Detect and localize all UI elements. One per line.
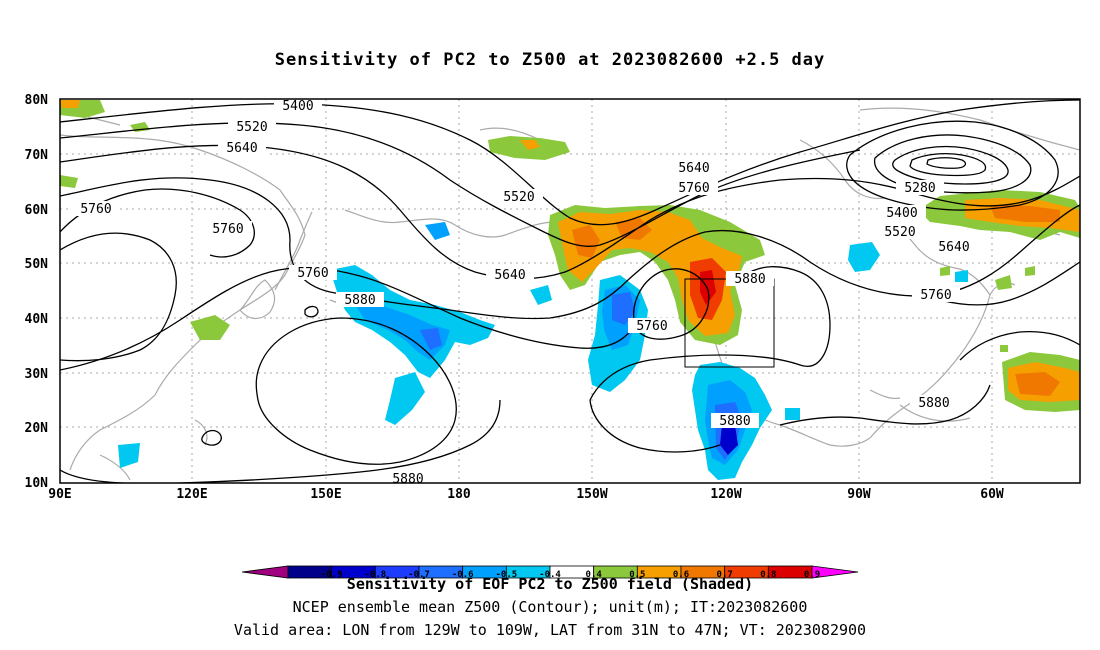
- contour-label: 5400: [274, 98, 322, 114]
- lon-label: 120W: [710, 487, 741, 502]
- contour-label: 5520: [876, 224, 924, 240]
- svg-text:5520: 5520: [503, 190, 534, 205]
- contour-label: 5880: [726, 271, 774, 287]
- lat-label: 10N: [25, 476, 49, 491]
- contour-label: 5400: [878, 205, 926, 221]
- contour-label: 5520: [228, 119, 276, 135]
- map-title: Sensitivity of PC2 to Z500 at 2023082600…: [274, 50, 826, 70]
- lat-label: 50N: [25, 257, 49, 272]
- contour-label: 5880: [336, 292, 384, 308]
- positive-sensitivity-shading: [60, 100, 1080, 412]
- colorbar-tick-label: -0.6: [452, 570, 474, 580]
- colorbar-tick-label: 0.5: [629, 570, 645, 580]
- contour-label: 5760: [628, 318, 676, 334]
- contour-label: 5760: [204, 221, 252, 237]
- caption-shading: Sensitivity of EOF PC2 to Z500 field (Sh…: [346, 575, 754, 593]
- lat-label: 30N: [25, 367, 49, 382]
- lon-label: 150E: [310, 487, 341, 502]
- svg-text:5760: 5760: [212, 222, 243, 237]
- lat-label: 80N: [25, 93, 49, 108]
- contour-label: 5760: [670, 180, 718, 196]
- svg-text:5520: 5520: [884, 225, 915, 240]
- contour-label: 5640: [670, 160, 718, 176]
- svg-text:5760: 5760: [297, 266, 328, 281]
- colorbar-tick-label: -0.5: [495, 570, 517, 580]
- svg-text:5280: 5280: [904, 181, 935, 196]
- contour-labels: 5400 5520 5640 5760 5760 5760 5520 5640 …: [72, 98, 978, 487]
- svg-text:5760: 5760: [636, 319, 667, 334]
- lat-label: 60N: [25, 203, 49, 218]
- svg-text:5640: 5640: [494, 268, 525, 283]
- svg-text:5400: 5400: [282, 99, 313, 114]
- svg-text:5520: 5520: [236, 120, 267, 135]
- svg-text:5640: 5640: [938, 240, 969, 255]
- svg-text:5400: 5400: [886, 206, 917, 221]
- svg-text:5760: 5760: [678, 181, 709, 196]
- svg-text:5640: 5640: [678, 161, 709, 176]
- contour-label: 5760: [72, 201, 120, 217]
- contour-label: 5640: [930, 239, 978, 255]
- caption-valid-area: Valid area: LON from 129W to 109W, LAT f…: [233, 621, 867, 639]
- svg-text:5880: 5880: [918, 396, 949, 411]
- contour-label: 5880: [711, 413, 759, 429]
- contour-label: 5640: [486, 267, 534, 283]
- lat-label: 70N: [25, 148, 49, 163]
- colorbar-tick-label: 0.8: [760, 570, 776, 580]
- colorbar-tick-label: 0.4: [586, 570, 603, 580]
- lon-label: 180: [447, 487, 471, 502]
- svg-text:5640: 5640: [226, 141, 257, 156]
- lat-label: 40N: [25, 312, 49, 327]
- colorbar-tick-label: -0.8: [364, 570, 386, 580]
- colorbar-tick-label: 0.9: [804, 570, 820, 580]
- contour-label: 5880: [384, 471, 432, 487]
- lon-label: 60W: [980, 487, 1004, 502]
- contour-label: 5760: [289, 265, 337, 281]
- lat-label: 20N: [25, 421, 49, 436]
- contour-label: 5640: [218, 140, 266, 156]
- colorbar-tick-label: -0.9: [321, 570, 343, 580]
- svg-text:5880: 5880: [734, 272, 765, 287]
- caption-contour: NCEP ensemble mean Z500 (Contour); unit(…: [292, 598, 808, 616]
- map-frame: [59, 98, 1081, 484]
- lon-label: 90E: [48, 487, 71, 502]
- colorbar-tick-label: 0.7: [717, 570, 733, 580]
- svg-text:5760: 5760: [920, 288, 951, 303]
- longitude-labels: 90E 120E 150E 180 150W 120W 90W 60W: [48, 487, 1004, 502]
- contour-label: 5880: [910, 395, 958, 411]
- contour-label: 5520: [495, 189, 543, 205]
- lon-label: 120E: [176, 487, 207, 502]
- colorbar-end-high: [811, 565, 859, 579]
- svg-text:5880: 5880: [392, 472, 423, 487]
- colorbar-tick-label: -0.4: [539, 570, 561, 580]
- colorbar-tick-label: -0.7: [408, 570, 430, 580]
- svg-text:5760: 5760: [80, 202, 111, 217]
- colorbar-tick-label: 0.6: [673, 570, 689, 580]
- colorbar: -0.9 -0.8 -0.7 -0.6 -0.5 -0.4 0.4 0.5 0.6 0.7 0.8 0…: [241, 565, 859, 580]
- lon-label: 90W: [847, 487, 871, 502]
- lon-label: 150W: [576, 487, 607, 502]
- svg-text:5880: 5880: [344, 293, 375, 308]
- svg-text:5880: 5880: [719, 414, 750, 429]
- contour-label: 5280: [896, 180, 944, 196]
- latitude-labels: 80N 70N 60N 50N 40N 30N 20N 10N: [25, 93, 49, 491]
- negative-sensitivity-shading: [118, 222, 968, 480]
- contour-label: 5760: [912, 287, 960, 303]
